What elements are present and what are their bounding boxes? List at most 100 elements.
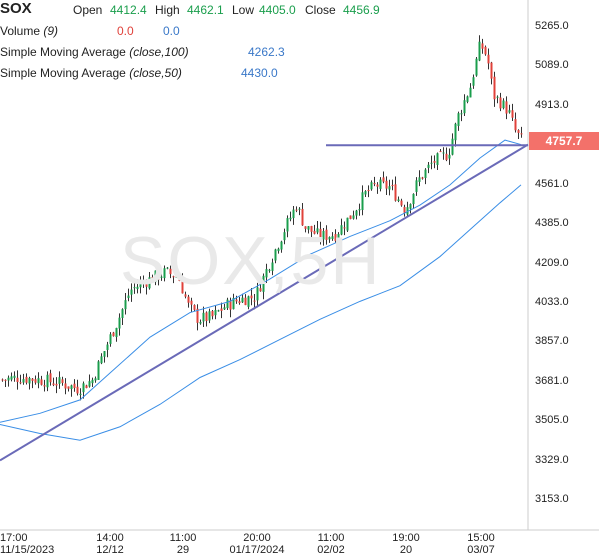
candle-body bbox=[19, 382, 22, 384]
candle-body bbox=[304, 226, 307, 229]
sma100-value: 4262.3 bbox=[248, 45, 285, 59]
candle-body bbox=[478, 41, 481, 61]
candle-body bbox=[199, 321, 202, 324]
candle-body bbox=[499, 97, 502, 109]
sma100-label[interactable]: Simple Moving Average (close,100) bbox=[0, 45, 189, 59]
candle-body bbox=[484, 46, 487, 55]
last-price-tag: 4757.7 bbox=[529, 131, 599, 150]
candle-body bbox=[151, 277, 154, 283]
price-tick-label: 3681.0 bbox=[535, 374, 569, 387]
candle-body bbox=[10, 376, 13, 380]
candle-body bbox=[358, 209, 361, 211]
candle-body bbox=[100, 356, 103, 364]
candle-body bbox=[115, 327, 118, 338]
candle-body bbox=[256, 287, 259, 301]
candle-body bbox=[283, 232, 286, 241]
candle-body bbox=[232, 298, 235, 310]
high-label: High bbox=[155, 3, 180, 17]
candle-body bbox=[436, 153, 439, 165]
price-tick-label: 3329.0 bbox=[535, 453, 569, 466]
price-tick-label: 4561.0 bbox=[535, 177, 569, 190]
candle-body bbox=[493, 76, 496, 100]
candle-body bbox=[517, 130, 520, 133]
candle-body bbox=[502, 100, 505, 109]
candle-body bbox=[457, 113, 460, 126]
candle-body bbox=[172, 276, 175, 278]
candle-body bbox=[79, 393, 82, 395]
candle-body bbox=[1, 379, 4, 381]
candle-body bbox=[361, 192, 364, 211]
candle-body bbox=[205, 312, 208, 321]
candle-body bbox=[352, 215, 355, 219]
candle-body bbox=[403, 206, 406, 213]
candle-body bbox=[442, 152, 445, 154]
sma50-value: 4430.0 bbox=[241, 66, 278, 80]
candle-body bbox=[427, 164, 430, 168]
candle-body bbox=[424, 169, 427, 178]
candle-body bbox=[343, 227, 346, 229]
sma50-label[interactable]: Simple Moving Average (close,50) bbox=[0, 66, 182, 80]
candle-body bbox=[331, 236, 334, 239]
candle-body bbox=[28, 377, 31, 384]
time-tick-label: 20:00 01/17/2024 bbox=[229, 532, 285, 556]
candle-body bbox=[145, 282, 148, 287]
candle-body bbox=[265, 269, 268, 278]
candle-body bbox=[220, 308, 223, 311]
candle-body bbox=[184, 294, 187, 297]
candle-body bbox=[166, 267, 169, 269]
candle-body bbox=[292, 209, 295, 219]
candle-body bbox=[301, 208, 304, 226]
candle-body bbox=[37, 378, 40, 384]
candle-body bbox=[226, 299, 229, 309]
candle-body bbox=[373, 183, 376, 185]
candle-body bbox=[229, 300, 232, 310]
candle-body bbox=[487, 54, 490, 64]
candle-body bbox=[376, 184, 379, 187]
candle-body bbox=[349, 215, 352, 220]
candle-body bbox=[460, 113, 463, 115]
candle-body bbox=[49, 373, 52, 383]
candle-body bbox=[385, 180, 388, 189]
candle-body bbox=[103, 351, 106, 357]
candle-body bbox=[364, 191, 367, 195]
candle-body bbox=[91, 379, 94, 384]
symbol-title[interactable]: SOX bbox=[0, 0, 32, 17]
candle-body bbox=[142, 282, 145, 284]
candle-body bbox=[451, 138, 454, 155]
time-tick-label: 17:00 11/15/2023 bbox=[0, 532, 55, 556]
candle-body bbox=[295, 209, 298, 211]
candle-body bbox=[421, 177, 424, 179]
candle-body bbox=[61, 379, 64, 383]
close-label: Close bbox=[305, 3, 336, 17]
candle-body bbox=[7, 377, 10, 381]
price-tick-label: 3505.0 bbox=[535, 414, 569, 427]
candle-body bbox=[334, 234, 337, 241]
candle-body bbox=[397, 199, 400, 201]
candle-body bbox=[133, 287, 136, 289]
candle-body bbox=[289, 217, 292, 220]
volume-label[interactable]: Volume (9) bbox=[0, 24, 59, 38]
candle-body bbox=[277, 248, 280, 252]
candle-body bbox=[244, 297, 247, 306]
candle-body bbox=[466, 96, 469, 102]
candle-body bbox=[481, 43, 484, 49]
candle-body bbox=[505, 101, 508, 114]
sma100-line bbox=[0, 184, 522, 441]
candle-body bbox=[64, 383, 67, 389]
candle-body bbox=[16, 377, 19, 382]
candle-body bbox=[337, 234, 340, 239]
price-tick-label: 4913.0 bbox=[535, 98, 569, 111]
trendline bbox=[0, 143, 529, 462]
candle-body bbox=[391, 185, 394, 187]
open-label: Open bbox=[73, 3, 103, 17]
volume-value-2: 0.0 bbox=[163, 24, 180, 38]
candle-body bbox=[388, 186, 391, 190]
candle-body bbox=[340, 225, 343, 235]
candle-body bbox=[106, 344, 109, 351]
candle-body bbox=[70, 385, 73, 389]
candle-body bbox=[418, 177, 421, 182]
candle-body bbox=[112, 332, 115, 337]
candle-body bbox=[307, 226, 310, 230]
